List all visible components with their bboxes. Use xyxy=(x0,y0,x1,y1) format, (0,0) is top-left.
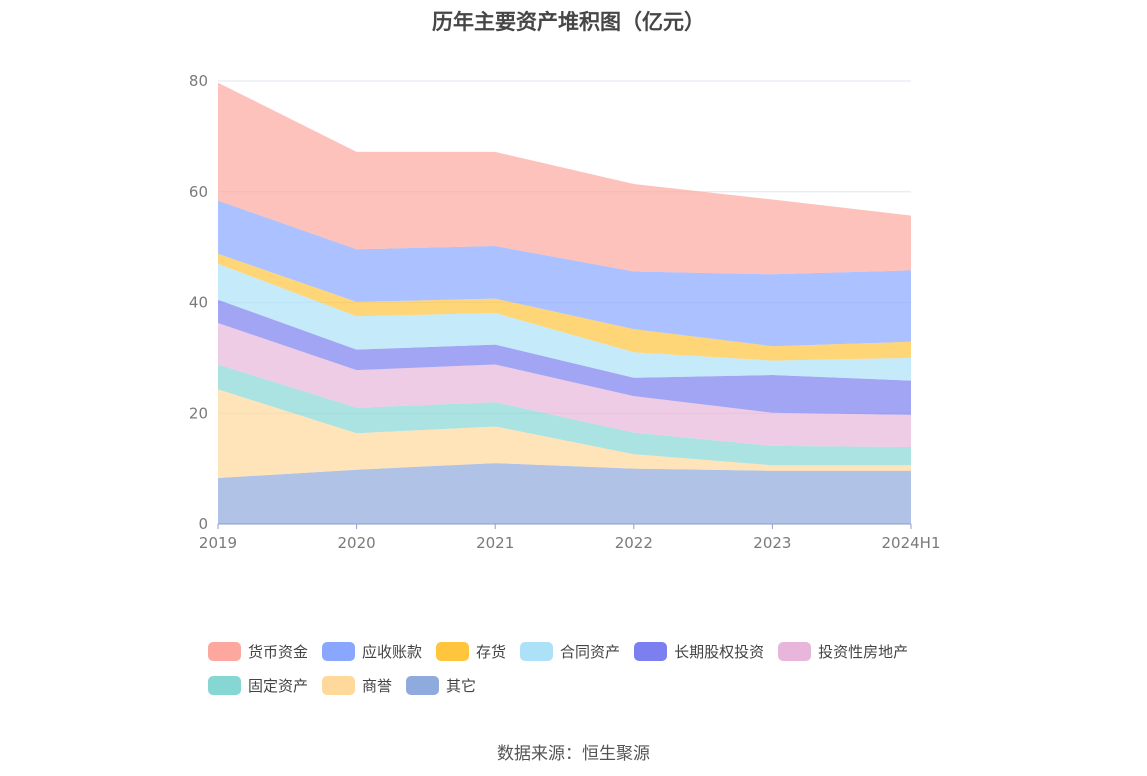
legend-swatch xyxy=(322,641,356,661)
legend-item-other[interactable]: 其它 xyxy=(406,674,476,696)
legend-item-fixed-assets[interactable]: 固定资产 xyxy=(208,674,308,696)
legend-item-lt-equity-investment[interactable]: 长期股权投资 xyxy=(634,640,764,662)
legend-item-receivables[interactable]: 应收账款 xyxy=(322,640,422,662)
area-series[interactable] xyxy=(218,323,911,447)
legend-item-investment-property[interactable]: 投资性房地产 xyxy=(778,640,908,662)
area-series[interactable] xyxy=(218,263,911,381)
data-source-note: 数据来源：恒生聚源 xyxy=(497,744,650,764)
legend-label: 货币资金 xyxy=(248,642,309,661)
legend-swatch xyxy=(406,675,440,695)
legend-row-1: 货币资金 应收账款 存货 合同资产 长期股权投资 投资性房地产 xyxy=(208,640,968,662)
area-series[interactable] xyxy=(218,253,911,361)
legend-swatch xyxy=(322,675,356,695)
legend-swatch xyxy=(208,641,241,661)
stacked-area-chart: 0 20 40 60 80 2019 2020 2021 2022 2023 2024H1 xyxy=(189,72,941,552)
x-tick-label: 2020 xyxy=(338,534,376,552)
legend-item-inventory[interactable]: 存货 xyxy=(436,640,506,662)
legend-label: 合同资产 xyxy=(560,642,621,661)
legend-item-cash[interactable]: 货币资金 xyxy=(208,640,308,662)
legend-swatch xyxy=(436,641,470,661)
axes: 0 20 40 60 80 2019 2020 2021 2022 2023 2024H1 xyxy=(189,72,941,552)
area-series[interactable] xyxy=(218,463,911,524)
legend-label: 存货 xyxy=(476,642,507,661)
y-tick-label: 40 xyxy=(189,294,208,312)
area-series[interactable] xyxy=(218,299,911,415)
legend-swatch xyxy=(778,641,812,661)
legend-item-goodwill[interactable]: 商誉 xyxy=(322,674,392,696)
y-tick-label: 20 xyxy=(189,404,208,422)
legend-swatch xyxy=(520,641,554,661)
area-series[interactable] xyxy=(218,364,911,466)
x-tick-label: 2019 xyxy=(199,534,237,552)
chart-title: 历年主要资产堆积图（亿元） xyxy=(432,10,705,34)
y-tick-label: 0 xyxy=(198,515,208,533)
x-tick-label: 2022 xyxy=(615,534,653,552)
area-series[interactable] xyxy=(218,82,911,275)
legend-swatch xyxy=(208,675,241,695)
area-series[interactable] xyxy=(218,389,911,478)
x-tick-label: 2021 xyxy=(476,534,514,552)
legend-label: 其它 xyxy=(446,676,477,695)
area-series-layer xyxy=(218,82,911,524)
legend-label: 商誉 xyxy=(362,676,393,695)
legend-label: 固定资产 xyxy=(248,676,309,695)
y-tick-label: 60 xyxy=(189,183,208,201)
legend-item-contract-assets[interactable]: 合同资产 xyxy=(520,640,620,662)
legend-label: 投资性房地产 xyxy=(818,642,909,661)
legend: 货币资金 应收账款 存货 合同资产 长期股权投资 投资性房地产 固定资产 xyxy=(208,640,968,708)
legend-label: 应收账款 xyxy=(362,642,423,661)
x-tick-label: 2024H1 xyxy=(882,534,941,552)
area-series[interactable] xyxy=(218,200,911,347)
legend-swatch xyxy=(634,641,668,661)
y-tick-label: 80 xyxy=(189,72,208,90)
legend-label: 长期股权投资 xyxy=(674,642,765,661)
legend-row-2: 固定资产 商誉 其它 xyxy=(208,674,968,696)
x-tick-label: 2023 xyxy=(753,534,791,552)
